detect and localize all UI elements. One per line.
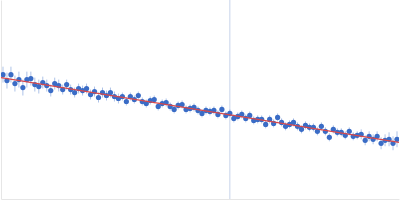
point xyxy=(8,72,13,77)
point xyxy=(363,138,368,143)
point xyxy=(327,135,332,140)
point xyxy=(263,122,268,127)
points xyxy=(1,72,399,146)
point xyxy=(124,99,129,104)
point xyxy=(1,72,6,77)
chart xyxy=(0,0,400,200)
point xyxy=(28,76,33,81)
point xyxy=(136,93,141,98)
plot xyxy=(0,0,399,200)
point xyxy=(72,90,77,95)
point xyxy=(12,81,17,86)
point xyxy=(96,95,101,100)
y-axis xyxy=(1,1,2,200)
error-bars xyxy=(3,67,397,151)
point xyxy=(20,85,25,90)
point xyxy=(36,84,41,89)
point xyxy=(172,107,177,112)
point xyxy=(152,97,157,102)
axis-line xyxy=(1,1,2,200)
point xyxy=(48,88,53,93)
point xyxy=(275,115,280,120)
point xyxy=(108,90,113,95)
point xyxy=(291,120,296,125)
point xyxy=(319,124,324,129)
x-axis xyxy=(2,199,400,200)
point xyxy=(219,107,224,112)
point xyxy=(64,82,69,87)
point xyxy=(347,129,352,134)
fit-line xyxy=(1,78,399,143)
point xyxy=(84,86,89,91)
reference-line xyxy=(229,0,230,199)
point xyxy=(299,127,304,132)
axis-line xyxy=(2,199,400,200)
marks xyxy=(1,0,399,199)
